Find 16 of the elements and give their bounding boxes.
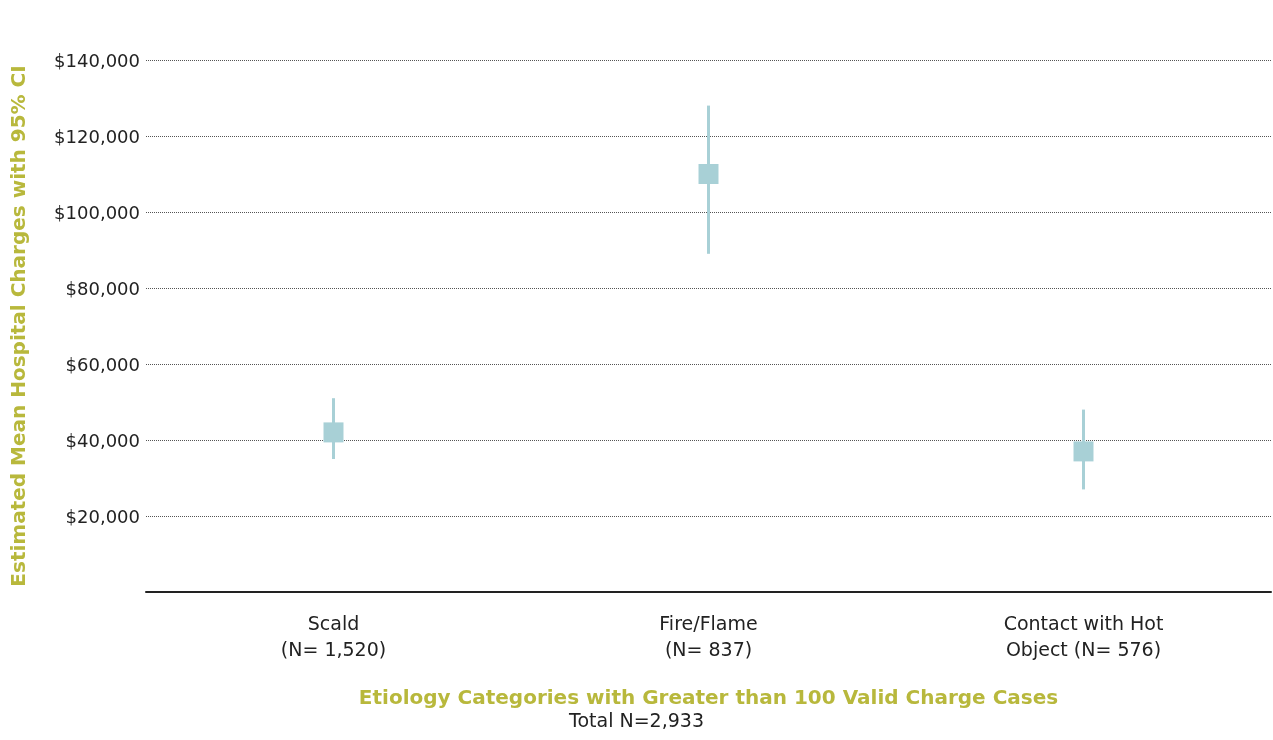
y-axis-title: Estimated Mean Hospital Charges with 95% CI: [6, 65, 30, 587]
text: Total N=2,933: [568, 708, 704, 731]
point: [323, 422, 344, 443]
y-tick-label: $80,000: [65, 277, 140, 299]
y-tick-label: $60,000: [65, 353, 140, 375]
y-tick-label: $100,000: [54, 201, 140, 223]
y-tick-label: $20,000: [65, 505, 140, 527]
x-tick-label: Fire/Flame (N= 837): [659, 612, 758, 660]
x-tick-label: Contact with Hot Object (N= 576): [1003, 612, 1164, 660]
x-tick-label: Scald (N= 1,520): [280, 612, 387, 660]
point: [1073, 441, 1094, 462]
y-tick-label: $40,000: [65, 429, 140, 451]
point: [698, 164, 719, 184]
x-axis-title: Etiology Categories with Greater than 100 Valid Charge Cases: [358, 685, 1059, 709]
y-tick-label: $140,000: [54, 49, 140, 71]
y-tick-label: $120,000: [54, 125, 140, 147]
